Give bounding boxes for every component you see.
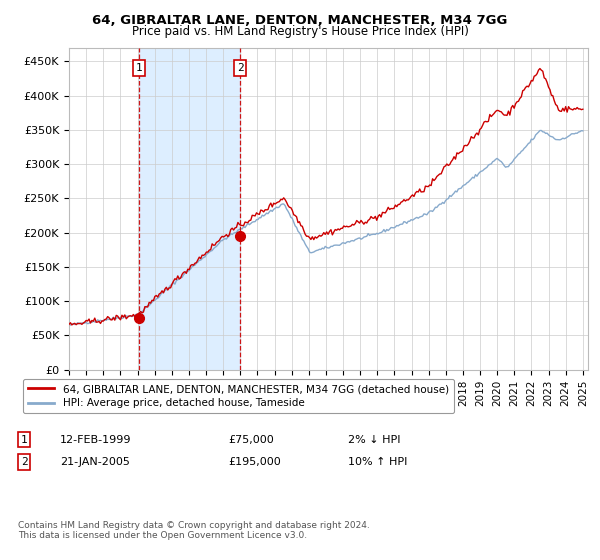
Text: £75,000: £75,000	[228, 435, 274, 445]
Bar	[139, 48, 240, 370]
Text: 10% ↑ HPI: 10% ↑ HPI	[348, 457, 407, 467]
Text: Contains HM Land Registry data © Crown copyright and database right 2024.
This d: Contains HM Land Registry data © Crown c…	[18, 521, 370, 540]
Legend: 64, GIBRALTAR LANE, DENTON, MANCHESTER, M34 7GG (detached house), HPI: Average p: 64, GIBRALTAR LANE, DENTON, MANCHESTER, …	[23, 379, 454, 413]
Text: 2: 2	[20, 457, 28, 467]
Text: £195,000: £195,000	[228, 457, 281, 467]
Text: 1: 1	[136, 63, 142, 73]
Text: 64, GIBRALTAR LANE, DENTON, MANCHESTER, M34 7GG: 64, GIBRALTAR LANE, DENTON, MANCHESTER, …	[92, 14, 508, 27]
Text: 2% ↓ HPI: 2% ↓ HPI	[348, 435, 401, 445]
Text: Price paid vs. HM Land Registry's House Price Index (HPI): Price paid vs. HM Land Registry's House …	[131, 25, 469, 38]
Text: 12-FEB-1999: 12-FEB-1999	[60, 435, 131, 445]
Text: 2: 2	[237, 63, 244, 73]
Text: 21-JAN-2005: 21-JAN-2005	[60, 457, 130, 467]
Text: 1: 1	[20, 435, 28, 445]
